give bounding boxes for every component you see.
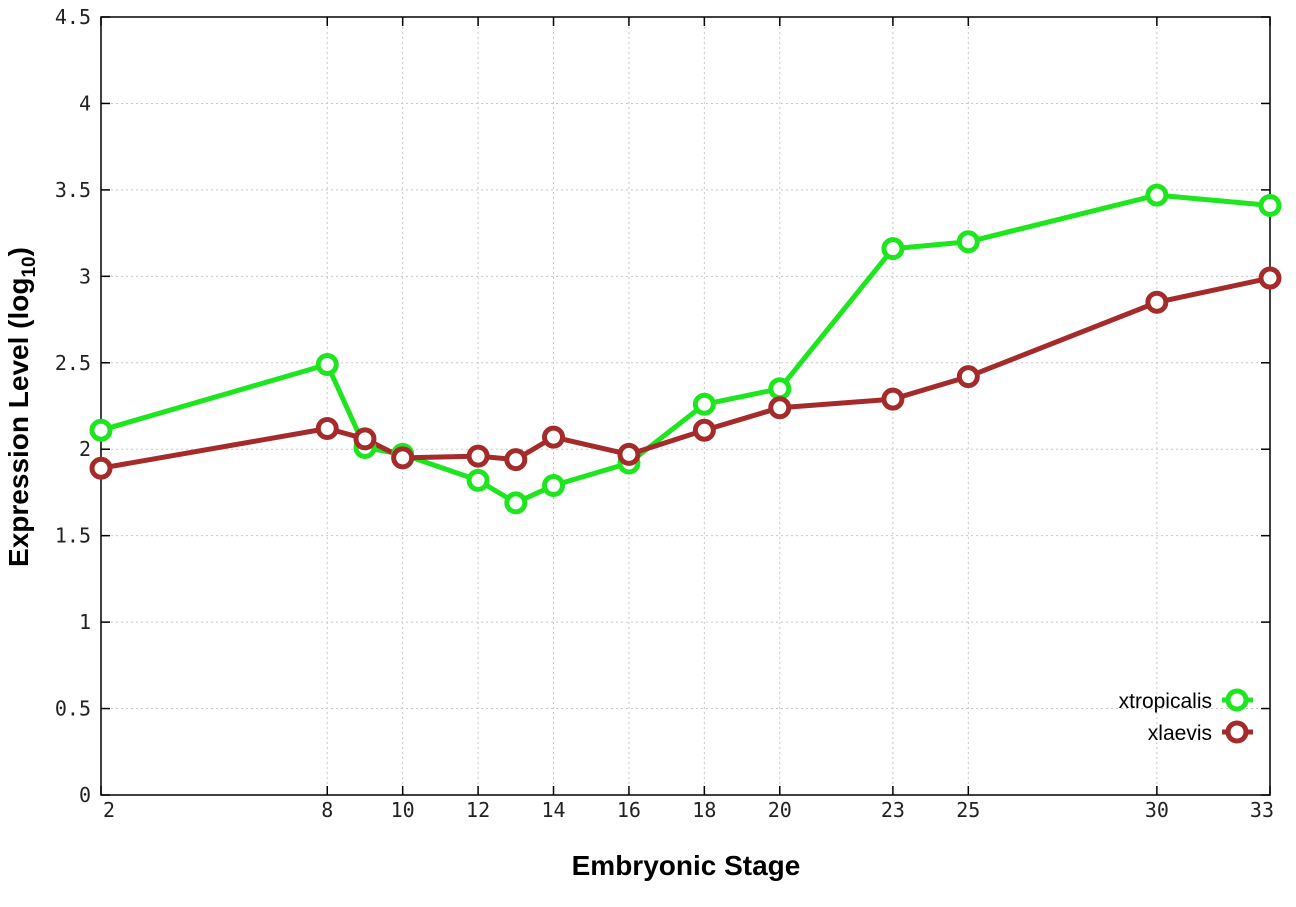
legend-label-xlaevis: xlaevis: [1148, 722, 1212, 745]
x-tick-label: 20: [768, 798, 792, 822]
y-tick-label: 0.5: [55, 697, 91, 721]
data-point-xlaevis: [1258, 266, 1282, 290]
y-axis-title: Expression Level (log10): [3, 247, 40, 567]
x-tick-label: 10: [391, 798, 415, 822]
axis-ticks: [100, 16, 1271, 796]
data-point-xlaevis: [315, 416, 339, 440]
data-point-xlaevis: [1145, 290, 1169, 314]
y-tick-labels: 0 0.5 1 1.5 2 2.5 3 3.5 4 4.5: [55, 5, 91, 807]
x-tick-label: 2: [103, 798, 115, 822]
data-point-xlaevis: [617, 442, 641, 466]
y-tick-label: 1: [79, 610, 91, 634]
data-point-xtropicalis: [881, 237, 905, 261]
legend-marker-xtropicalis: [1225, 688, 1249, 712]
data-point-xtropicalis: [692, 392, 716, 416]
data-point-xlaevis: [504, 448, 528, 472]
data-point-xlaevis: [881, 387, 905, 411]
data-point-xtropicalis: [504, 491, 528, 515]
data-point-xlaevis: [353, 427, 377, 451]
data-point-xlaevis: [956, 365, 980, 389]
y-tick-label: 4.5: [55, 5, 91, 29]
data-point-xtropicalis: [89, 418, 113, 442]
y-tick-label: 3.5: [55, 178, 91, 202]
data-point-xtropicalis: [542, 474, 566, 498]
data-point-xtropicalis: [1145, 183, 1169, 207]
x-axis-title: Embryonic Stage: [572, 850, 801, 881]
data-point-xtropicalis: [956, 230, 980, 254]
data-point-xtropicalis: [315, 353, 339, 377]
y-tick-label: 2: [79, 437, 91, 461]
plot-frame: [100, 16, 1271, 796]
x-tick-label: 12: [466, 798, 490, 822]
x-tick-label: 8: [321, 798, 333, 822]
data-point-xlaevis: [391, 446, 415, 470]
legend: xtropicalis xlaevis: [1119, 688, 1253, 745]
data-point-xtropicalis: [466, 468, 490, 492]
x-tick-labels: 2 8 10 12 14 16 18 20 23 25 30 33: [103, 798, 1274, 822]
legend-label-xtropicalis: xtropicalis: [1119, 690, 1212, 713]
data-point-xlaevis: [542, 425, 566, 449]
x-tick-label: 30: [1145, 798, 1169, 822]
data-point-xtropicalis: [768, 377, 792, 401]
y-tick-label: 0: [79, 783, 91, 807]
data-point-xtropicalis: [1258, 193, 1282, 217]
data-point-xlaevis: [692, 418, 716, 442]
x-tick-label: 23: [881, 798, 905, 822]
grid-lines: [101, 17, 1270, 795]
series-points: [89, 183, 1282, 515]
x-tick-label: 18: [692, 798, 716, 822]
legend-marker-xlaevis: [1225, 720, 1249, 744]
y-tick-label: 1.5: [55, 524, 91, 548]
x-tick-label: 16: [617, 798, 641, 822]
y-axis-title-close: ): [3, 247, 34, 256]
data-point-xlaevis: [466, 444, 490, 468]
y-tick-label: 3: [79, 264, 91, 288]
series-lines: [100, 192, 1271, 506]
data-point-xlaevis: [768, 396, 792, 420]
series-line-xlaevis: [100, 275, 1271, 471]
x-tick-label: 14: [541, 798, 565, 822]
series-line-xtropicalis: [100, 192, 1271, 506]
x-tick-label: 25: [956, 798, 980, 822]
data-point-xlaevis: [89, 456, 113, 480]
x-tick-label: 33: [1250, 798, 1274, 822]
y-axis-title-subscript: 10: [19, 256, 40, 277]
y-axis-title-main: Expression Level (log: [3, 278, 34, 567]
y-tick-label: 2.5: [55, 351, 91, 375]
y-tick-label: 4: [79, 91, 91, 115]
